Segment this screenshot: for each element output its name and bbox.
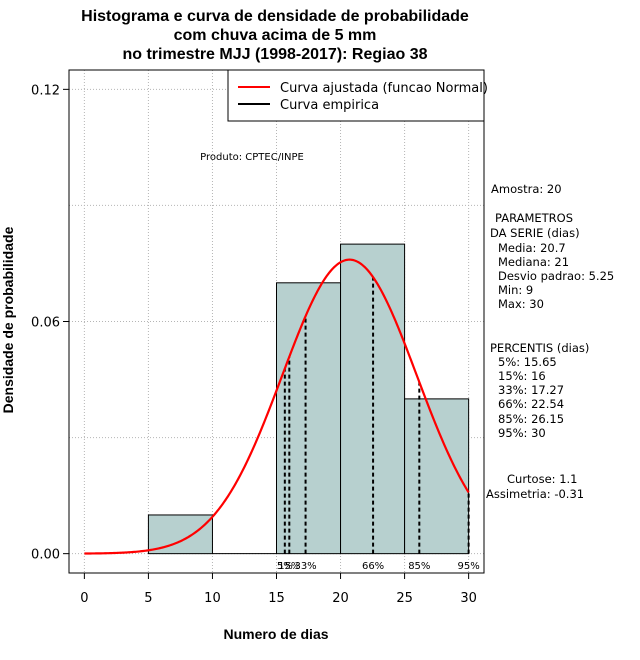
x-axis-title: Numero de dias xyxy=(223,626,328,642)
percentile-tag: 15% xyxy=(278,561,300,572)
kurtosis: Curtose: 1.1 xyxy=(507,472,577,486)
x-tick-label: 30 xyxy=(460,591,477,606)
percentile-lines: 5%15%33% 66% 85% 95% xyxy=(277,277,480,572)
percentile-15: 15%: 16 xyxy=(498,369,546,383)
percentile-5: 5%: 15.65 xyxy=(498,355,557,369)
legend-label-empirical: Curva empirica xyxy=(280,98,379,113)
percentile-tag: 85% xyxy=(408,561,430,572)
percentile-tag: 66% xyxy=(362,561,384,572)
x-tick-label: 0 xyxy=(80,591,88,606)
normal-curve xyxy=(84,258,470,555)
x-tick-label: 10 xyxy=(204,591,221,606)
sample-size: Amostra: 20 xyxy=(491,182,562,196)
legend-box xyxy=(227,69,485,122)
legend: Curva ajustada (funcao Normal) Curva emp… xyxy=(227,69,488,122)
title-line-2: com chuva acima de 5 mm xyxy=(174,27,377,44)
histogram-bars xyxy=(147,243,470,555)
skewness: Assimetria: -0.31 xyxy=(486,487,584,501)
chart-title: Histograma e curva de densidade de proba… xyxy=(81,8,469,63)
params-heading: PARAMETROS xyxy=(495,211,573,225)
normal-curve-path xyxy=(84,258,470,555)
param-sd: Desvio padrao: 5.25 xyxy=(498,269,614,283)
percentile-95: 95%: 30 xyxy=(498,426,546,440)
statistics-panel: Amostra: 20 PARAMETROS DA SERIE (dias) M… xyxy=(486,182,614,501)
legend-label-normal: Curva ajustada (funcao Normal) xyxy=(280,81,488,96)
percentiles-heading: PERCENTIS (dias) xyxy=(490,341,589,355)
x-tick-label: 5 xyxy=(144,591,152,606)
percentile-tag: 95% xyxy=(458,561,480,572)
y-tick-label: 0.06 xyxy=(31,316,60,331)
title-line-3: no trimestre MJJ (1998-2017): Regiao 38 xyxy=(122,46,427,63)
percentile-33: 33%: 17.27 xyxy=(498,383,564,397)
y-tick-label: 0.12 xyxy=(31,83,60,98)
param-mean: Media: 20.7 xyxy=(498,241,566,255)
params-subheading: DA SERIE (dias) xyxy=(490,226,580,240)
title-line-1: Histograma e curva de densidade de proba… xyxy=(81,8,469,25)
percentile-tag: 5% xyxy=(277,561,293,572)
x-tick-label: 20 xyxy=(332,591,349,606)
percentile-66: 66%: 22.54 xyxy=(498,397,564,411)
param-min: Min: 9 xyxy=(498,283,533,297)
y-tick-label: 0.00 xyxy=(31,548,60,563)
credit-text: Produto: CPTEC/INPE xyxy=(200,152,304,163)
y-axis-title: Densidade de probabilidade xyxy=(0,226,16,413)
x-tick-label: 25 xyxy=(396,591,413,606)
param-median: Mediana: 21 xyxy=(498,255,569,269)
percentile-85: 85%: 26.15 xyxy=(498,412,564,426)
percentile-tag: 33% xyxy=(294,561,316,572)
x-tick-label: 15 xyxy=(268,591,285,606)
param-max: Max: 30 xyxy=(498,297,544,311)
histogram-bar xyxy=(276,282,342,555)
